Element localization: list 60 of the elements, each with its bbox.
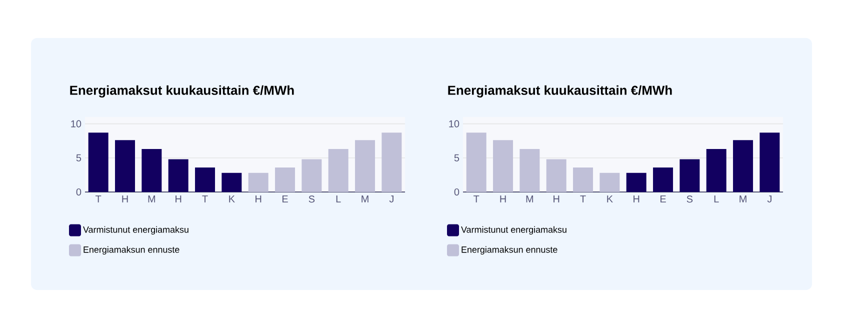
x-tick-label: L bbox=[336, 196, 341, 202]
bar bbox=[168, 159, 188, 192]
legend-label: Varmistunut energiamaksu bbox=[461, 226, 566, 235]
bar bbox=[88, 132, 108, 192]
bar bbox=[600, 172, 620, 192]
chart-title: Energiamaksut kuukausittain €/MWh bbox=[448, 85, 672, 98]
y-tick-label: 5 bbox=[454, 154, 460, 162]
bar bbox=[626, 172, 646, 192]
x-tick-label: H bbox=[176, 196, 182, 202]
x-tick-label: E bbox=[282, 196, 288, 202]
bar bbox=[275, 167, 296, 192]
x-tick-label: K bbox=[229, 196, 235, 202]
x-tick-label: T bbox=[474, 196, 480, 202]
bar bbox=[328, 149, 348, 192]
bar bbox=[760, 132, 780, 192]
x-tick-label: S bbox=[686, 196, 693, 203]
bar bbox=[302, 159, 322, 192]
bar bbox=[680, 159, 700, 192]
x-tick-label: M bbox=[362, 196, 368, 202]
bar bbox=[733, 140, 754, 192]
x-tick-label: T bbox=[580, 196, 586, 202]
x-tick-label: H bbox=[634, 196, 640, 202]
legend-label: Varmistunut energiamaksu bbox=[83, 226, 188, 235]
x-tick-label: T bbox=[202, 196, 208, 202]
bar bbox=[706, 149, 726, 192]
bar bbox=[653, 167, 674, 192]
y-tick-label: 0 bbox=[454, 188, 460, 196]
bar bbox=[466, 132, 486, 192]
x-tick-label: H bbox=[122, 196, 128, 202]
y-tick-label: 0 bbox=[76, 188, 82, 196]
bar bbox=[355, 140, 376, 192]
y-tick-label: 10 bbox=[449, 120, 460, 128]
bar bbox=[493, 140, 514, 192]
x-tick-label: M bbox=[740, 196, 746, 202]
x-tick-label: T bbox=[96, 196, 102, 202]
x-tick-label: K bbox=[607, 196, 613, 202]
bar bbox=[142, 149, 162, 192]
x-tick-label: L bbox=[714, 196, 719, 202]
legend-label: Energiamaksun ennuste bbox=[462, 246, 558, 255]
x-tick-label: J bbox=[767, 196, 772, 202]
bar bbox=[115, 140, 136, 192]
x-tick-label: H bbox=[500, 196, 506, 202]
x-tick-label: M bbox=[148, 196, 156, 202]
bar bbox=[520, 149, 540, 192]
x-tick-label: E bbox=[660, 196, 666, 202]
bar bbox=[382, 132, 402, 192]
y-tick-label: 10 bbox=[71, 120, 82, 128]
x-tick-label: S bbox=[308, 196, 315, 203]
x-tick-label: J bbox=[389, 196, 394, 202]
x-tick-label: M bbox=[526, 196, 534, 202]
x-tick-label: H bbox=[554, 196, 560, 202]
bar bbox=[195, 167, 216, 192]
y-tick-label: 5 bbox=[76, 154, 82, 162]
bar bbox=[248, 172, 268, 192]
legend-label: Energiamaksun ennuste bbox=[84, 246, 180, 255]
bar bbox=[546, 159, 566, 192]
bar bbox=[222, 172, 242, 192]
chart-title: Energiamaksut kuukausittain €/MWh bbox=[70, 85, 294, 98]
x-tick-label: H bbox=[256, 196, 262, 202]
bar bbox=[573, 167, 594, 192]
